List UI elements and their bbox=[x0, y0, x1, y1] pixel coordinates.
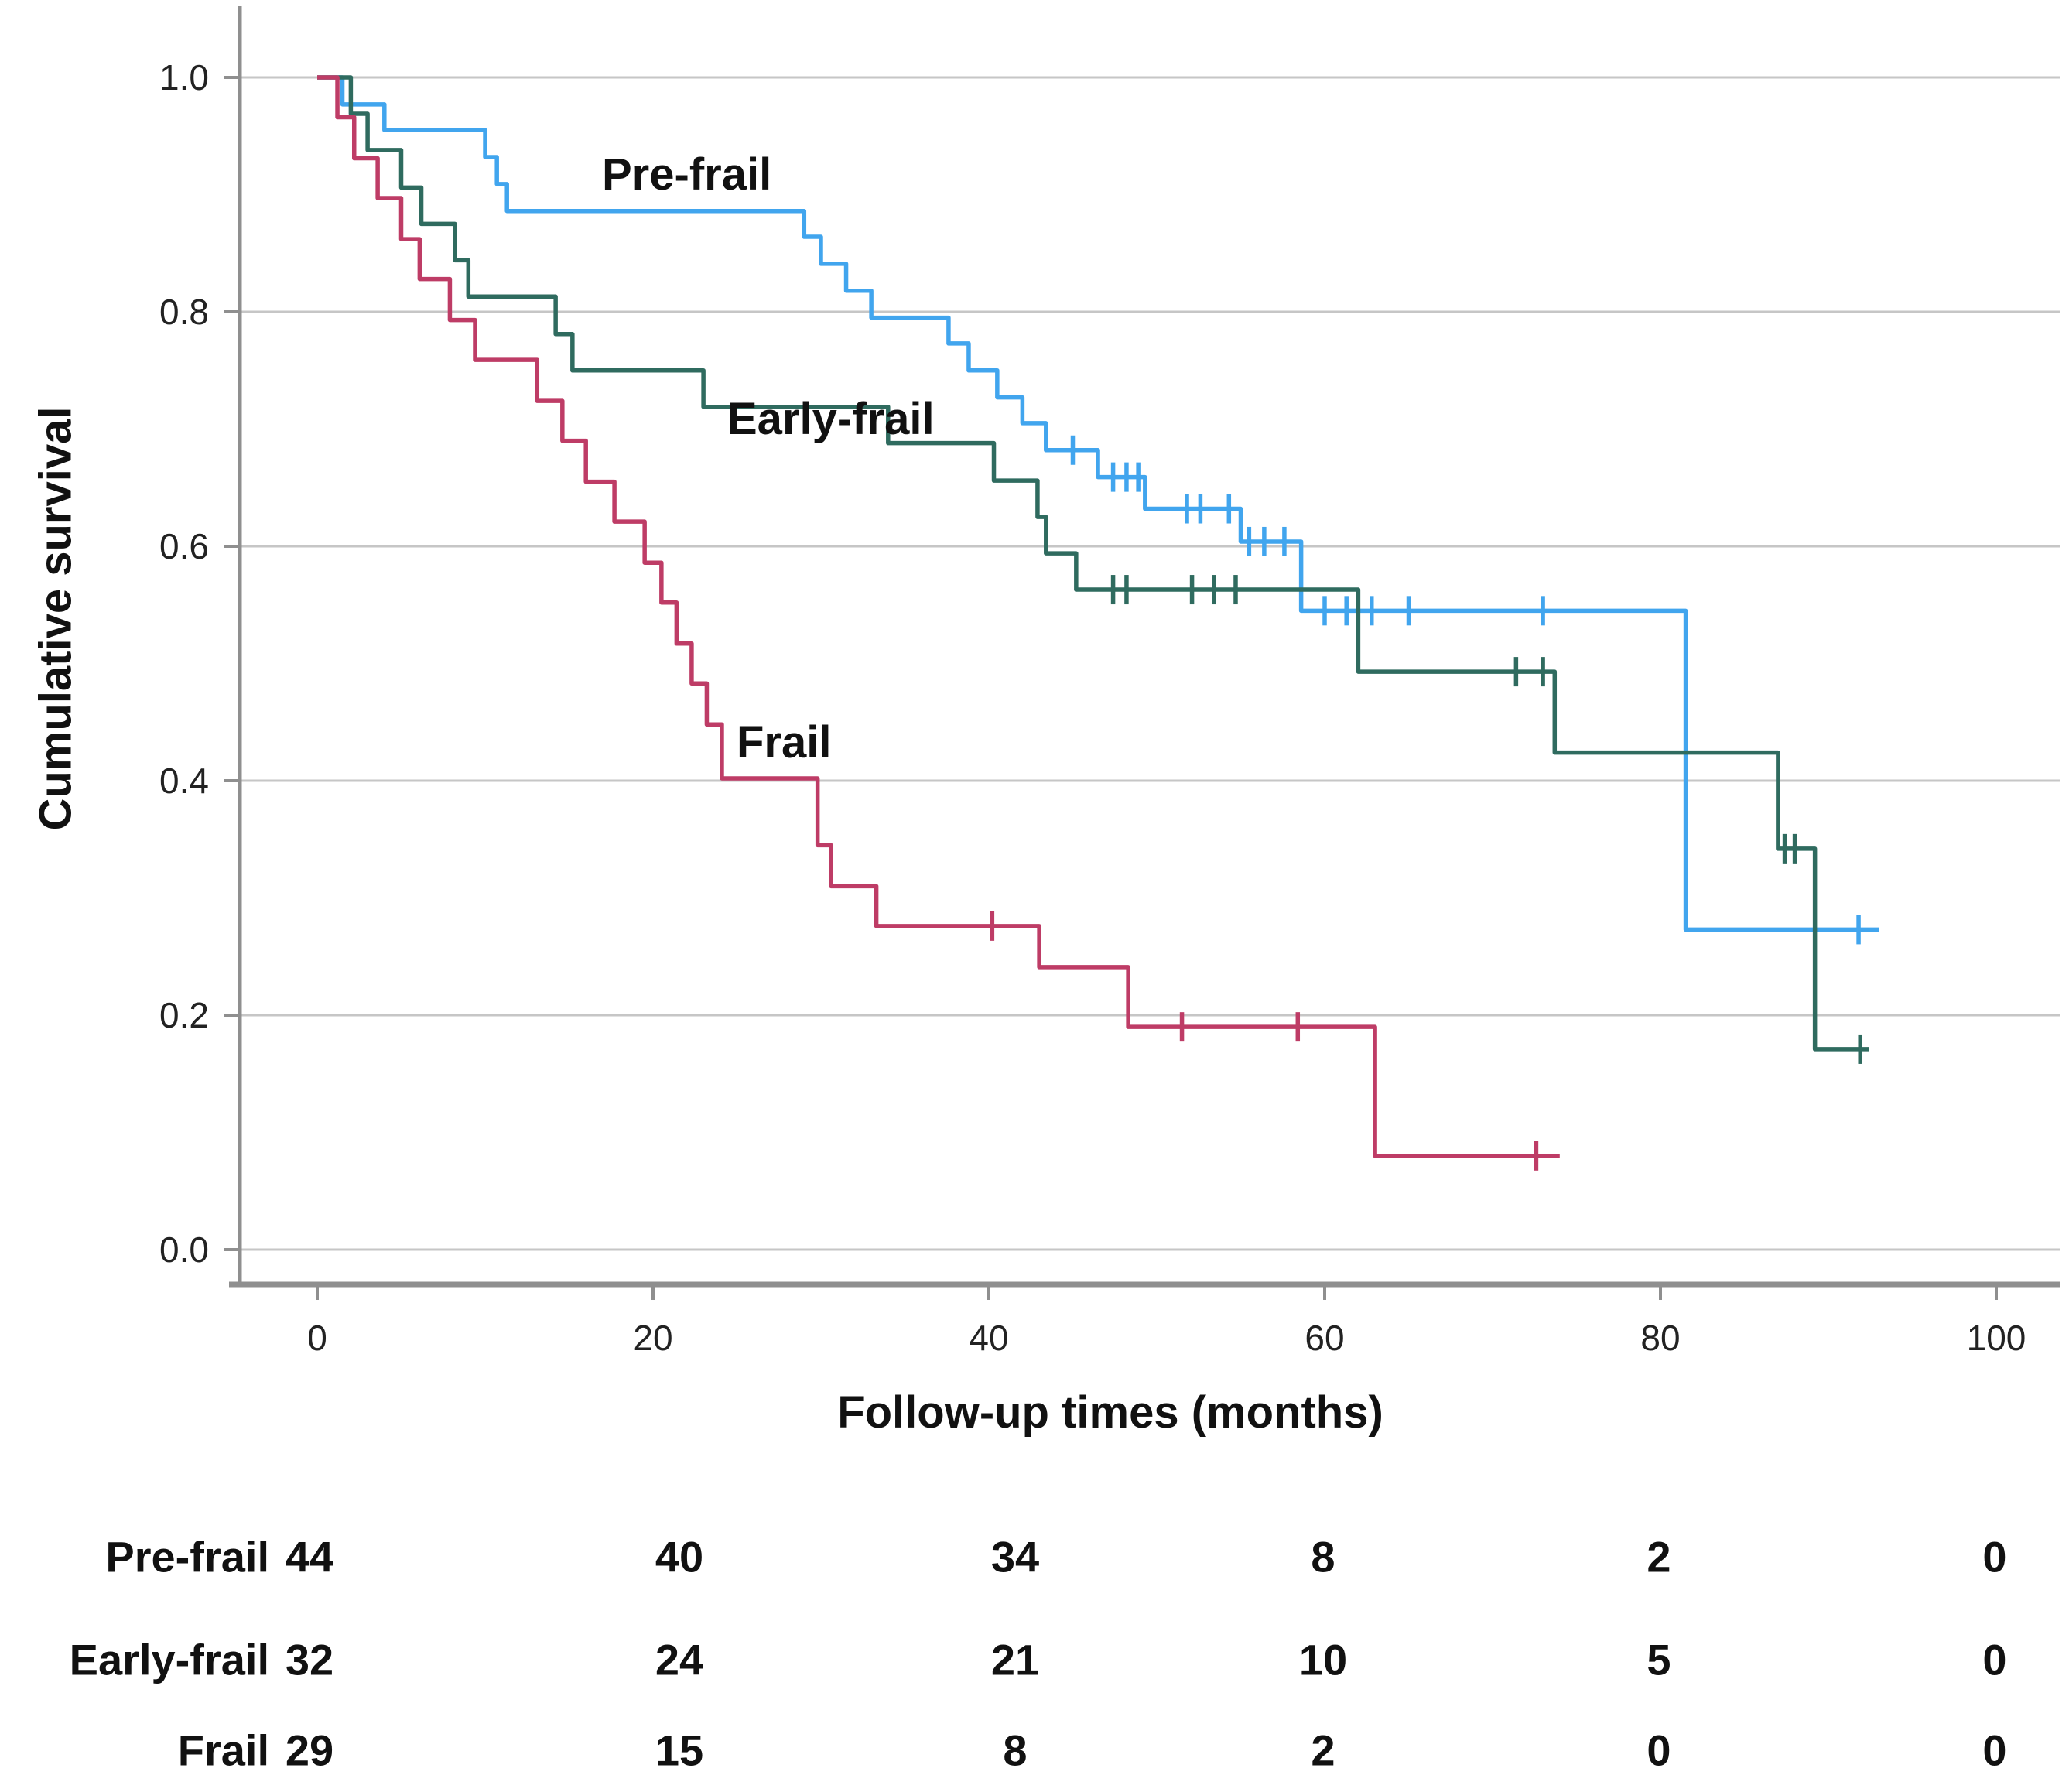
curve-label-pre-frail: Pre-frail bbox=[602, 149, 772, 200]
risk-count-cell: 40 bbox=[655, 1532, 704, 1582]
pre-frail-curve bbox=[317, 75, 1879, 932]
y-tick-label-0.6: 0.6 bbox=[159, 526, 209, 566]
x-tick-label-100: 100 bbox=[1966, 1318, 2026, 1358]
risk-row-label-pre-frail: Pre-frail bbox=[105, 1532, 269, 1582]
risk-count-cell: 32 bbox=[285, 1635, 334, 1684]
curve-label-early-frail: Early-frail bbox=[727, 394, 935, 444]
risk-count-cell: 21 bbox=[990, 1635, 1040, 1684]
x-tick-label-80: 80 bbox=[1640, 1318, 1681, 1358]
y-tick-label-1.0: 1.0 bbox=[159, 57, 209, 97]
x-tick-label-40: 40 bbox=[969, 1318, 1009, 1358]
y-tick-label-0.4: 0.4 bbox=[159, 761, 209, 801]
risk-count-cell: 44 bbox=[285, 1532, 334, 1582]
early-frail-curve bbox=[317, 75, 1869, 1052]
risk-count-cell: 5 bbox=[1647, 1635, 1671, 1684]
risk-count-cell: 0 bbox=[1982, 1635, 2007, 1684]
x-tick-label-0: 0 bbox=[307, 1318, 327, 1358]
risk-count-cell: 0 bbox=[1982, 1532, 2007, 1582]
risk-count-cell: 8 bbox=[1003, 1725, 1028, 1775]
risk-count-cell: 0 bbox=[1647, 1725, 1671, 1775]
curve-label-frail: Frail bbox=[737, 717, 832, 768]
x-tick-label-20: 20 bbox=[633, 1318, 673, 1358]
x-axis-title: Follow-up times (months) bbox=[837, 1387, 1383, 1438]
risk-count-cell: 29 bbox=[285, 1725, 334, 1775]
risk-count-cell: 34 bbox=[990, 1532, 1040, 1582]
frail-curve bbox=[317, 75, 1560, 1158]
y-axis-title: Cumulative survival bbox=[30, 406, 81, 831]
y-tick-label-0.0: 0.0 bbox=[159, 1229, 209, 1270]
risk-row-label-frail: Frail bbox=[177, 1725, 269, 1775]
risk-count-cell: 10 bbox=[1298, 1635, 1348, 1684]
risk-count-cell: 15 bbox=[655, 1725, 704, 1775]
y-tick-label-0.8: 0.8 bbox=[159, 292, 209, 332]
risk-count-cell: 8 bbox=[1311, 1532, 1335, 1582]
risk-count-cell: 2 bbox=[1311, 1725, 1335, 1775]
x-tick-label-60: 60 bbox=[1305, 1318, 1345, 1358]
y-tick-label-0.2: 0.2 bbox=[159, 995, 209, 1035]
risk-count-cell: 24 bbox=[655, 1635, 704, 1684]
risk-count-cell: 0 bbox=[1982, 1725, 2007, 1775]
risk-count-cell: 2 bbox=[1647, 1532, 1671, 1582]
risk-row-label-early-frail: Early-frail bbox=[69, 1635, 269, 1684]
